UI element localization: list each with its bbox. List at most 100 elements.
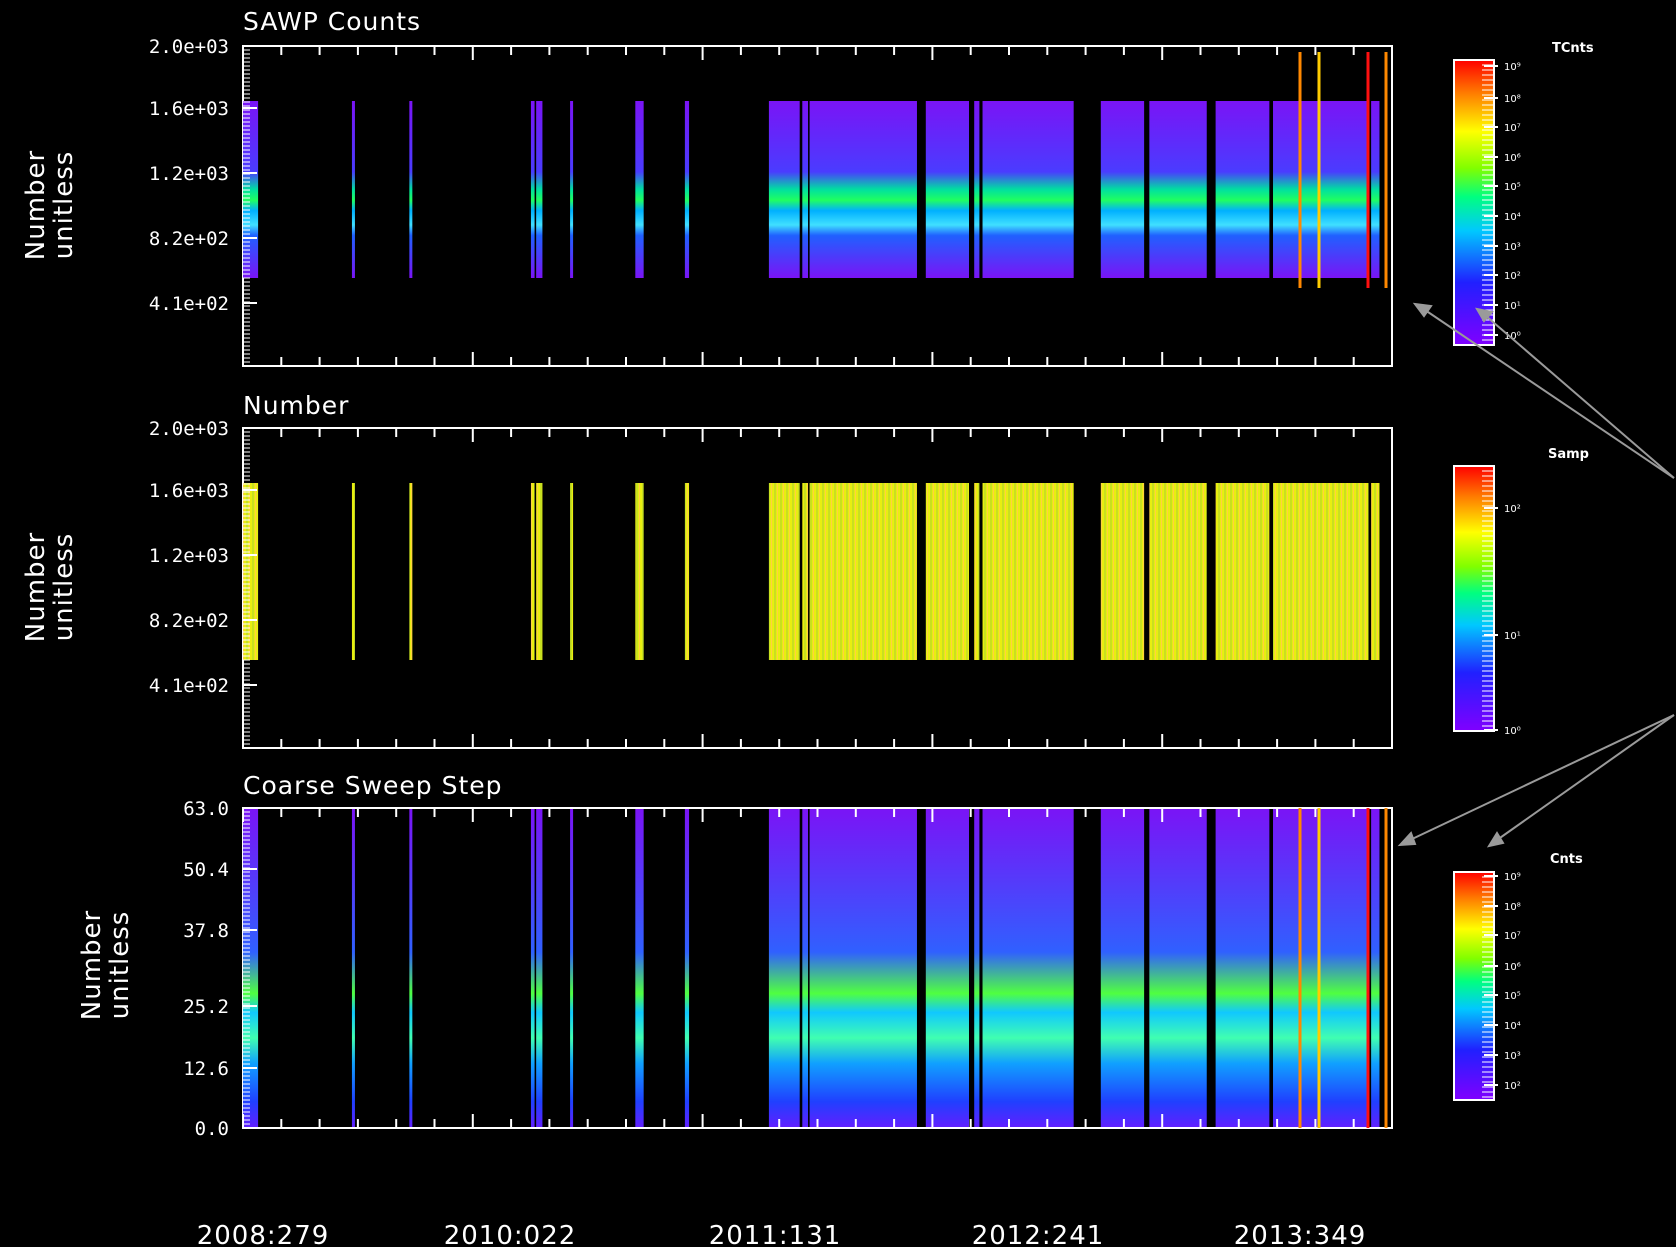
colorbar-tick-label: 10⁹ [1504, 62, 1521, 73]
y-tick-label: 4.1e+02 [149, 293, 229, 315]
data-segment [802, 483, 809, 660]
data-segment [974, 483, 980, 660]
colorbar-tick-label: 10¹ [1504, 631, 1521, 642]
data-segment [768, 809, 800, 1127]
y-tick-label: 37.8 [183, 920, 229, 942]
data-segment [1149, 101, 1207, 278]
data-segment [802, 809, 809, 1127]
y-tick-label: 25.2 [183, 996, 229, 1018]
data-segment [409, 101, 413, 278]
y-tick-label: 4.1e+02 [149, 675, 229, 697]
data-segment [536, 809, 543, 1127]
x-tick-label: 2011:131 [709, 1221, 842, 1247]
data-segment [1273, 809, 1369, 1127]
colorbar-tick-label: 10⁶ [1504, 153, 1521, 164]
y-tick-label: 1.2e+03 [149, 545, 229, 567]
data-segment [1149, 483, 1207, 660]
colorbar1-label: TCnts [1552, 41, 1594, 56]
panel-3: 63.0 50.4 37.8 25.2 12.6 0.0 10⁹ 10⁸ 10⁷ 10⁶ 10⁵ 10… [183, 798, 1521, 1140]
colorbar-tick-label: 10⁵ [1504, 991, 1521, 1002]
arrow [1496, 714, 1675, 841]
data-segment [530, 101, 535, 278]
arrow [1409, 714, 1675, 841]
arrowhead [1412, 302, 1433, 318]
data-segment [570, 809, 574, 1127]
y-tick-label: 63.0 [183, 798, 229, 820]
data-segment [1215, 101, 1270, 278]
colorbar-tick-label: 10¹ [1504, 301, 1521, 312]
colorbar-tick-label: 10⁷ [1504, 123, 1521, 134]
data-segment [536, 101, 543, 278]
data-segment [351, 809, 355, 1127]
data-segment [635, 483, 644, 660]
x-tick-label: 2010:022 [444, 1221, 577, 1247]
y-tick-label: 8.2e+02 [149, 610, 229, 632]
colorbar3-label: Cnts [1550, 852, 1583, 867]
data-segment [1273, 483, 1369, 660]
y-tick-label: 1.6e+03 [149, 98, 229, 120]
colorbar-tick-label: 10⁴ [1504, 1021, 1521, 1032]
data-segment [974, 101, 980, 278]
data-segment [1149, 809, 1207, 1127]
panel1-ylabel: Number unitless [21, 150, 79, 260]
data-segment [684, 809, 690, 1127]
data-segment [925, 809, 969, 1127]
x-axis-labels: 2008:279 2010:022 2011:131 2012:241 2013… [197, 1221, 1366, 1247]
data-segment [809, 809, 917, 1127]
colorbar [1453, 59, 1495, 346]
colorbar-tick-label: 10⁷ [1504, 931, 1521, 942]
data-segment [802, 101, 809, 278]
x-tick-label: 2008:279 [197, 1221, 330, 1247]
data-segment [530, 809, 535, 1127]
data-segment [351, 483, 355, 660]
panel-2: 2.0e+03 1.6e+03 1.2e+03 8.2e+02 4.1e+02 10² 10… [149, 418, 1521, 749]
data-segment [409, 483, 413, 660]
panel3-title: Coarse Sweep Step [243, 771, 503, 800]
data-segment [635, 809, 644, 1127]
data-segment [1215, 809, 1270, 1127]
panel2-ylabel: Number unitless [21, 532, 79, 642]
colorbar-tick-label: 10⁹ [1504, 872, 1521, 883]
data-segment [982, 483, 1074, 660]
colorbar2-label: Samp [1548, 447, 1589, 462]
svg-text:unitless: unitless [49, 151, 79, 260]
arrowhead [1475, 307, 1494, 323]
panel2-title: Number [243, 391, 349, 420]
colorbar-tick-label: 10³ [1504, 1051, 1521, 1062]
data-segment [809, 483, 917, 660]
data-segment [1100, 809, 1145, 1127]
svg-text:unitless: unitless [49, 533, 79, 642]
arrow [1424, 309, 1675, 479]
colorbar-tick-label: 10⁰ [1504, 726, 1521, 737]
y-tick-label: 2.0e+03 [149, 418, 229, 440]
data-segment [536, 483, 543, 660]
data-segment [982, 809, 1074, 1127]
data-segment [635, 101, 644, 278]
y-tick-label: 8.2e+02 [149, 228, 229, 250]
data-segment [1371, 809, 1380, 1127]
y-tick-label: 50.4 [183, 859, 229, 881]
data-segment [925, 483, 969, 660]
data-segment [1100, 483, 1145, 660]
data-segment [982, 101, 1074, 278]
arrowhead [1486, 831, 1505, 848]
colorbar [1453, 465, 1495, 732]
colorbar-tick-label: 10² [1504, 504, 1521, 515]
data-segment [530, 483, 535, 660]
colorbar-tick-label: 10² [1504, 271, 1521, 282]
data-segment [570, 101, 574, 278]
svg-text:Number: Number [77, 910, 107, 1020]
data-segment [570, 483, 574, 660]
panel1-title: SAWP Counts [243, 7, 421, 36]
colorbar-tick-label: 10² [1504, 1081, 1521, 1092]
svg-text:Number: Number [21, 150, 51, 260]
colorbar-tick-label: 10³ [1504, 242, 1521, 253]
colorbar-tick-label: 10⁴ [1504, 212, 1521, 223]
colorbar-tick-label: 10⁰ [1504, 331, 1521, 342]
arrow [1485, 315, 1675, 479]
data-segment [974, 809, 980, 1127]
y-tick-label: 12.6 [183, 1058, 229, 1080]
data-segment [1100, 101, 1145, 278]
data-segment [1273, 101, 1369, 278]
data-segment [925, 101, 969, 278]
